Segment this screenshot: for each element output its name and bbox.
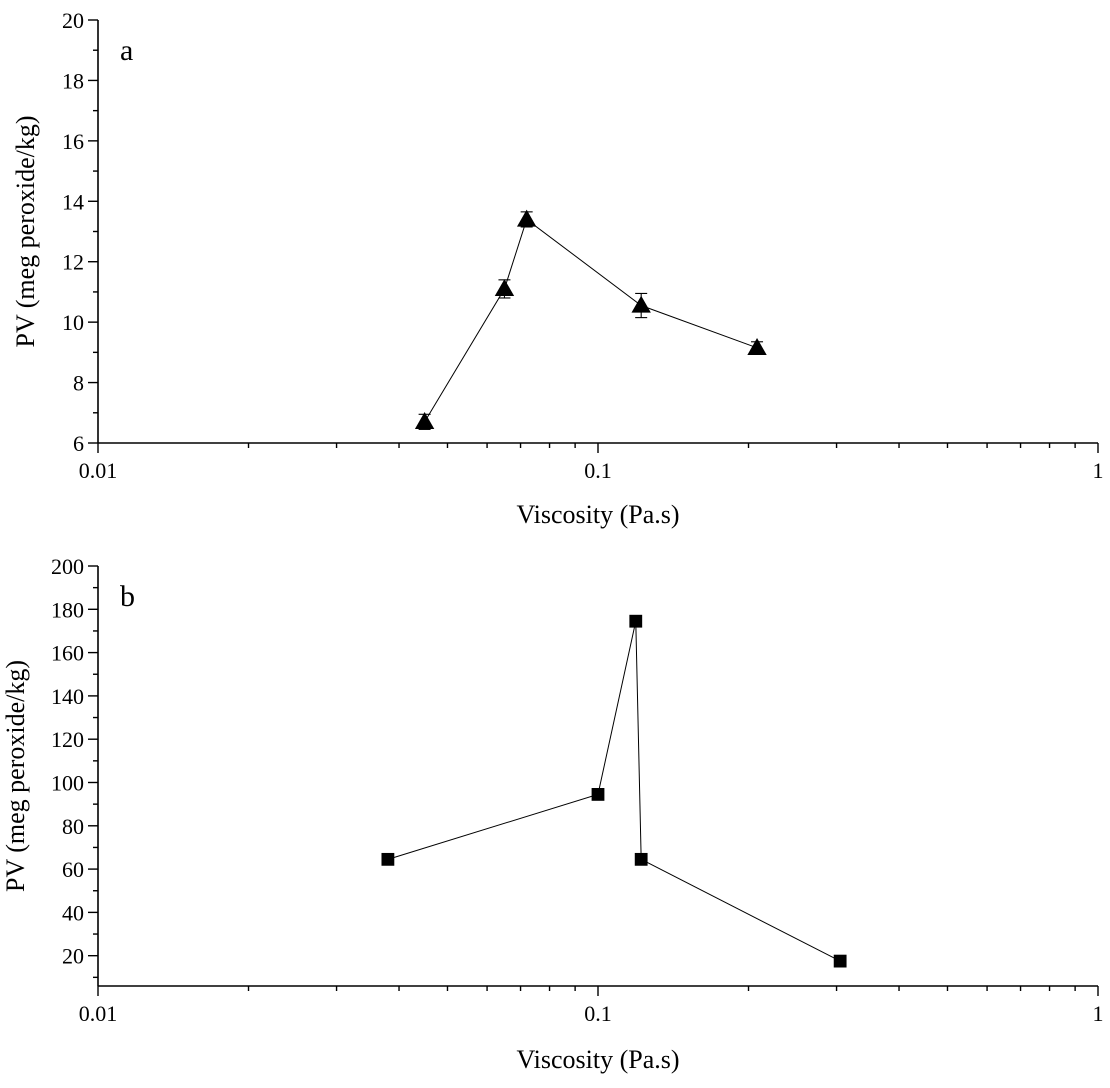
data-point <box>591 788 605 801</box>
y-tick-label: 20 <box>62 8 84 33</box>
y-tick-label: 160 <box>51 641 84 666</box>
y-tick-label: 18 <box>62 68 84 93</box>
panel-label: b <box>120 580 135 613</box>
y-tick-label: 180 <box>51 597 84 622</box>
x-tick-label: 0.01 <box>79 458 118 483</box>
data-point <box>494 279 515 297</box>
panel-label: a <box>120 34 133 67</box>
series-line <box>387 621 841 962</box>
y-tick-label: 12 <box>62 250 84 275</box>
y-tick-label: 200 <box>51 554 84 579</box>
data-point <box>631 295 651 313</box>
y-tick-label: 10 <box>62 310 84 335</box>
y-tick-label: 14 <box>62 189 84 214</box>
y-tick-label: 16 <box>62 129 84 154</box>
data-point <box>634 852 648 866</box>
series-line <box>424 218 758 423</box>
y-tick-label: 60 <box>62 857 84 882</box>
y-tick-label: 40 <box>62 900 84 925</box>
y-tick-label: 120 <box>51 727 84 752</box>
y-axis-title: PV (meg peroxide/kg) <box>1 660 30 892</box>
x-axis-title: Viscosity (Pa.s) <box>516 500 679 529</box>
data-point <box>833 954 847 968</box>
y-tick-label: 20 <box>62 944 84 969</box>
data-point <box>414 412 435 430</box>
y-tick-label: 6 <box>73 431 84 456</box>
y-tick-label: 100 <box>51 770 84 795</box>
chart-panel-b: 0.01 0.1 120406080100120140160180200Viscos… <box>1 554 1104 1074</box>
data-point <box>381 852 395 866</box>
y-tick-label: 80 <box>62 814 84 839</box>
x-tick-label: 1 <box>1093 1001 1104 1026</box>
x-tick-label: 0.01 <box>79 1001 118 1026</box>
y-axis-title: PV (meg peroxide/kg) <box>11 115 40 347</box>
x-tick-label: 0.1 <box>584 458 612 483</box>
x-axis-title: Viscosity (Pa.s) <box>516 1045 679 1074</box>
x-tick-label: 1 <box>1093 458 1104 483</box>
x-tick-label: 0.1 <box>584 1001 612 1026</box>
y-tick-label: 8 <box>73 371 84 396</box>
y-tick-label: 140 <box>51 684 84 709</box>
data-point <box>747 338 767 355</box>
data-point <box>516 209 537 227</box>
data-point <box>629 614 643 628</box>
